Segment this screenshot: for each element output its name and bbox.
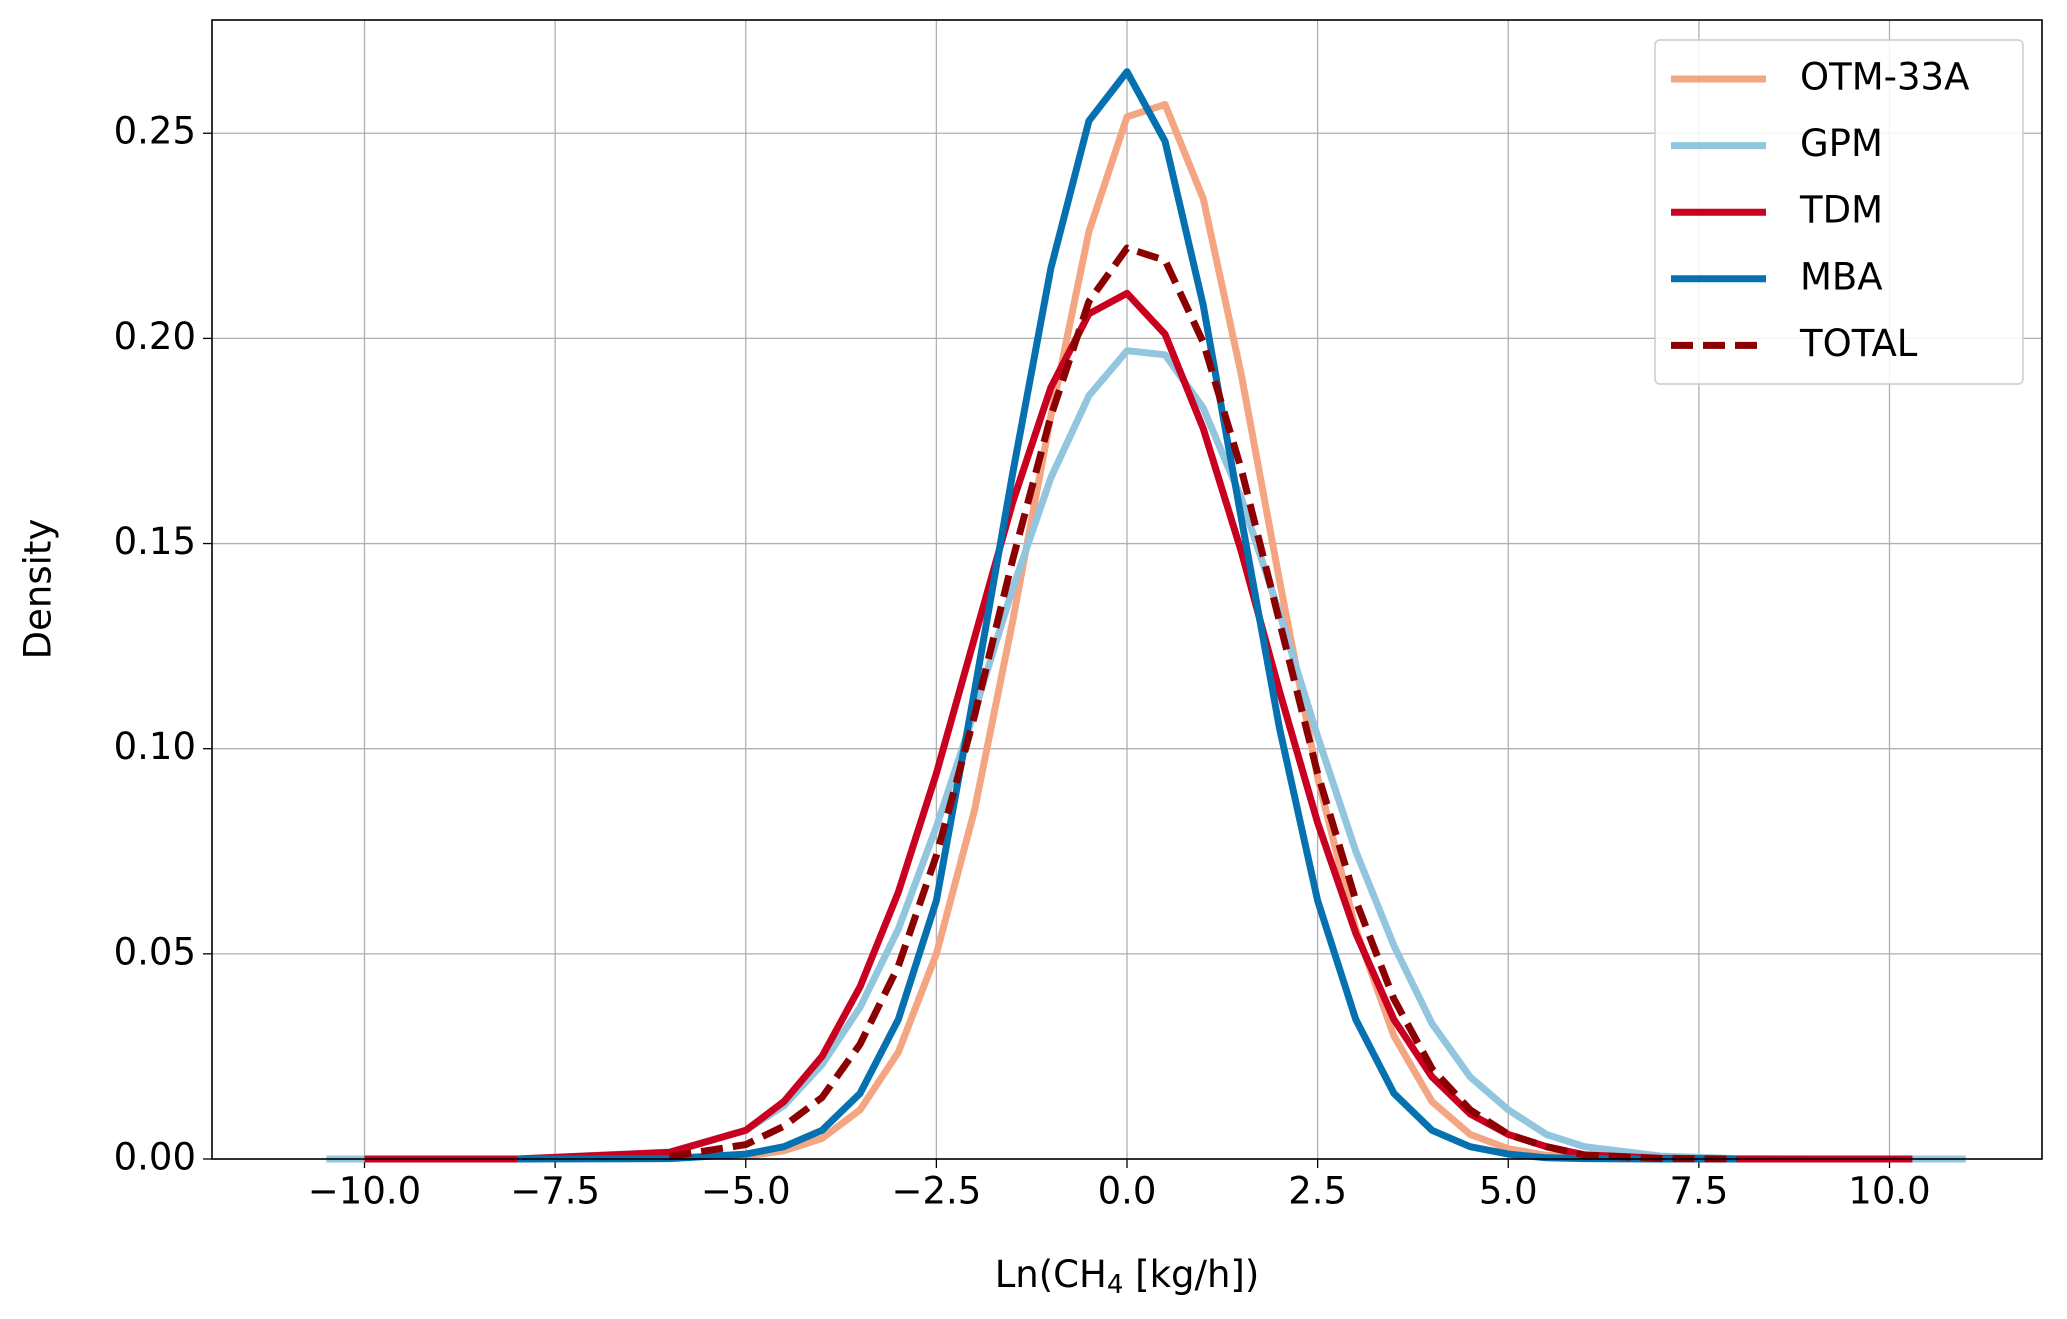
plot-frame [211,19,2043,1160]
x-tick-label: 0.0 [1098,1170,1157,1213]
x-tick-label: 2.5 [1288,1170,1347,1213]
legend-label: TDM [1799,189,1883,232]
y-tick-label: 0.20 [114,315,196,358]
y-axis-label: Density [17,519,60,660]
y-tick-label: 0.10 [114,725,196,768]
series-line [668,244,1738,1163]
y-tick-label: 0.15 [114,520,196,563]
series-line [745,101,1737,1163]
legend: OTM-33A GPM TDM MBA TOTAL [1654,39,2024,385]
x-tick-label: −10.0 [308,1170,421,1213]
y-tick-label: 0.00 [114,1136,196,1179]
x-tick-label: −5.0 [701,1170,791,1213]
series-line [516,68,1737,1163]
x-tick-label: 7.5 [1669,1170,1728,1213]
x-axis-label: Ln(CH4 [kg/h]) [995,1253,1260,1300]
x-axis-label-sub: 4 [1107,1270,1124,1300]
legend-box [1654,39,2024,385]
legend-label: MBA [1800,255,1883,298]
x-tick-label: 5.0 [1479,1170,1538,1213]
x-tick-label: 10.0 [1848,1170,1930,1213]
series-line [364,289,1913,1163]
x-tick-label: −2.5 [891,1170,981,1213]
x-axis-label-rest: [kg/h]) [1123,1253,1259,1296]
legend-label: GPM [1800,122,1883,165]
x-axis-label-main: Ln(CH [995,1253,1107,1296]
y-tick-label: 0.25 [114,110,196,153]
series-line [326,347,1966,1163]
legend-label: OTM-33A [1800,56,1969,99]
y-tick-label: 0.05 [114,930,196,973]
x-tick-label: −7.5 [510,1170,600,1213]
legend-label: TOTAL [1799,322,1918,365]
